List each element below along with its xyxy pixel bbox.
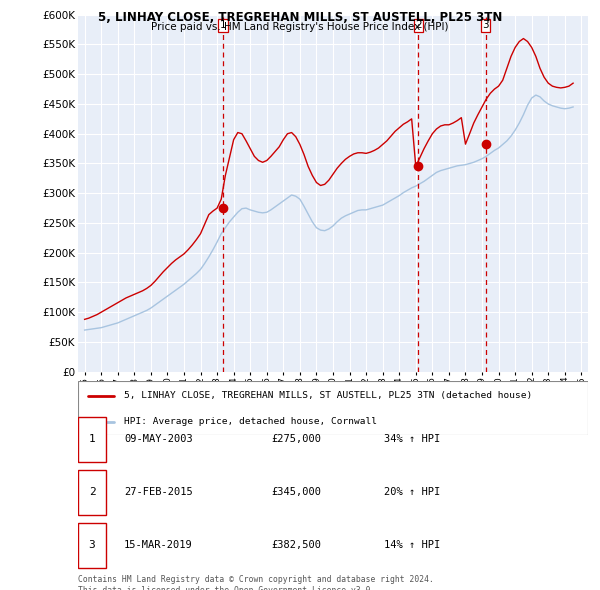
Text: 14% ↑ HPI: 14% ↑ HPI	[384, 540, 440, 550]
Text: 3: 3	[482, 20, 489, 30]
Text: 3: 3	[89, 540, 95, 550]
Text: 09-MAY-2003: 09-MAY-2003	[124, 434, 193, 444]
Text: 34% ↑ HPI: 34% ↑ HPI	[384, 434, 440, 444]
Text: £382,500: £382,500	[272, 540, 322, 550]
Text: Price paid vs. HM Land Registry's House Price Index (HPI): Price paid vs. HM Land Registry's House …	[151, 22, 449, 32]
Text: £345,000: £345,000	[272, 487, 322, 497]
Text: 5, LINHAY CLOSE, TREGREHAN MILLS, ST AUSTELL, PL25 3TN (detached house): 5, LINHAY CLOSE, TREGREHAN MILLS, ST AUS…	[124, 391, 532, 401]
Bar	[78, 417, 106, 462]
Text: 27-FEB-2015: 27-FEB-2015	[124, 487, 193, 497]
Bar	[78, 470, 106, 515]
Text: 2: 2	[415, 20, 422, 30]
Text: HPI: Average price, detached house, Cornwall: HPI: Average price, detached house, Corn…	[124, 417, 377, 426]
Bar	[78, 523, 106, 568]
Text: 2: 2	[89, 487, 95, 497]
Text: 20% ↑ HPI: 20% ↑ HPI	[384, 487, 440, 497]
Text: 1: 1	[220, 20, 226, 30]
Text: Contains HM Land Registry data © Crown copyright and database right 2024.
This d: Contains HM Land Registry data © Crown c…	[78, 575, 434, 590]
Text: £275,000: £275,000	[272, 434, 322, 444]
Text: 15-MAR-2019: 15-MAR-2019	[124, 540, 193, 550]
Text: 1: 1	[89, 434, 95, 444]
Text: 5, LINHAY CLOSE, TREGREHAN MILLS, ST AUSTELL, PL25 3TN: 5, LINHAY CLOSE, TREGREHAN MILLS, ST AUS…	[98, 11, 502, 24]
